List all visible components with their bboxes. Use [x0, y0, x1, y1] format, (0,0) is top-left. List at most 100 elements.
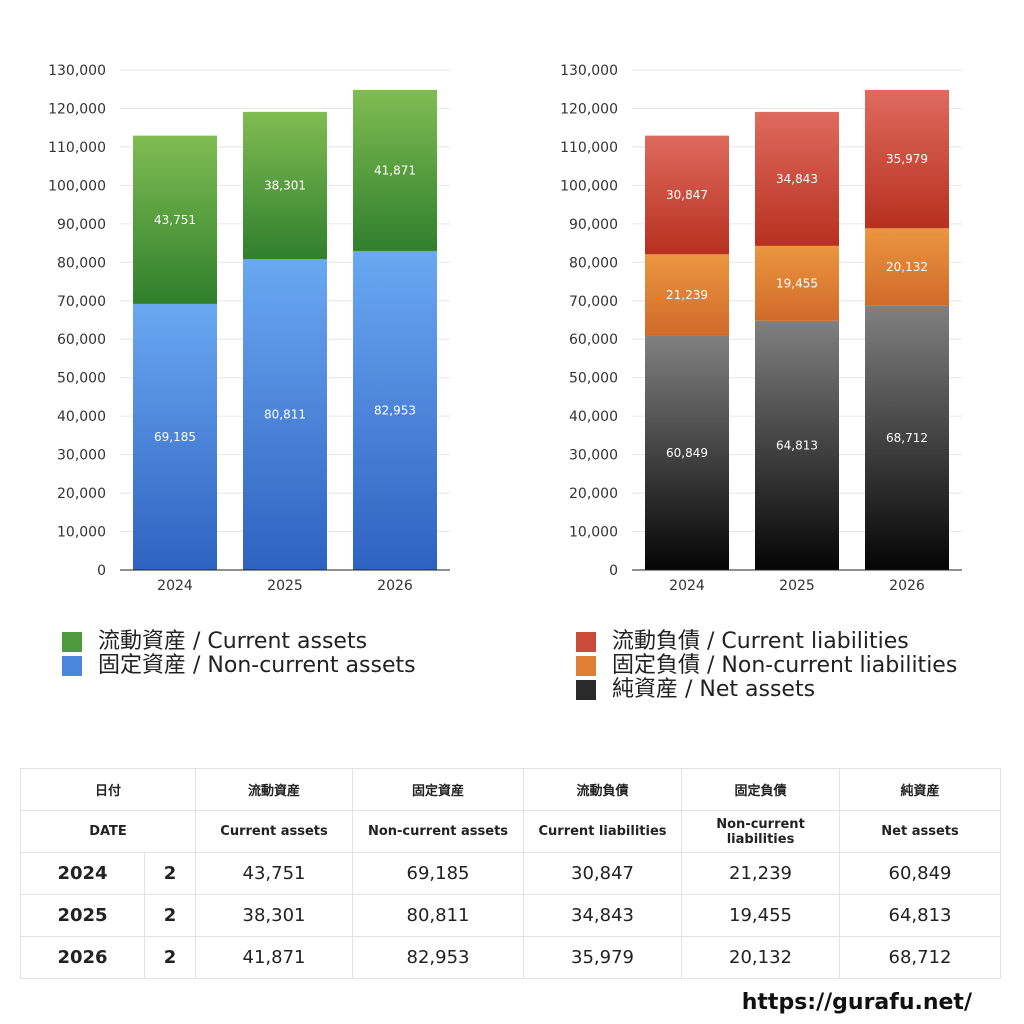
y-tick-label: 90,000 — [57, 217, 106, 233]
y-tick-label: 120,000 — [560, 101, 618, 117]
bar — [755, 111, 839, 246]
table-cell: 80,811 — [352, 894, 525, 937]
y-tick-label: 80,000 — [57, 255, 106, 271]
legend-label: 純資産 / Net assets — [612, 677, 816, 702]
legend-swatch — [576, 680, 596, 700]
bar — [133, 303, 217, 570]
table-header-cell: Net assets — [839, 810, 1002, 853]
bar — [755, 245, 839, 321]
x-tick-label: 2025 — [779, 578, 815, 594]
bar — [645, 135, 729, 255]
table-cell: 21,239 — [681, 852, 841, 895]
bar — [865, 89, 949, 229]
table-header-cell: 固定資産 — [352, 768, 525, 811]
bar — [755, 320, 839, 570]
y-tick-label: 110,000 — [560, 140, 618, 156]
y-tick-label: 120,000 — [48, 101, 106, 117]
table-cell: 64,813 — [839, 894, 1002, 937]
table-header-cell: 日付 — [19, 768, 197, 811]
legend-item-non-current-liabilities: 固定負債 / Non-current liabilities — [576, 654, 957, 678]
table-row: 2025 2 38,301 80,811 34,843 19,455 64,81… — [20, 894, 1002, 937]
data-table: 日付 流動資産 固定資産 流動負債 固定負債 純資産 DATE Current … — [19, 768, 1002, 979]
table-qty-cell: 2 — [143, 894, 197, 937]
y-tick-label: 50,000 — [569, 371, 618, 387]
table-cell: 20,132 — [681, 936, 841, 979]
legend-label: 流動負債 / Current liabilities — [612, 629, 909, 654]
bar — [645, 254, 729, 336]
table-cell: 43,751 — [195, 852, 354, 895]
legend-item-current-liabilities: 流動負債 / Current liabilities — [576, 630, 957, 654]
y-tick-label: 60,000 — [569, 332, 618, 348]
data-label: 43,751 — [154, 213, 196, 227]
table-cell: 60,849 — [839, 852, 1002, 895]
x-tick-label: 2026 — [889, 578, 925, 594]
table-cell: 69,185 — [352, 852, 525, 895]
y-tick-label: 70,000 — [569, 294, 618, 310]
y-tick-label: 40,000 — [569, 409, 618, 425]
y-tick-label: 110,000 — [48, 140, 106, 156]
y-tick-label: 70,000 — [57, 294, 106, 310]
data-label: 19,455 — [776, 276, 818, 290]
table-cell: 35,979 — [523, 936, 683, 979]
table-header-cell: Non-current assets — [352, 810, 525, 853]
data-label: 82,953 — [374, 403, 416, 417]
bar — [353, 250, 437, 570]
bar — [865, 305, 949, 570]
table-qty-cell: 2 — [143, 936, 197, 979]
table-year-cell: 2025 — [20, 894, 145, 937]
legend-item-non-current-assets: 固定資産 / Non-current assets — [62, 654, 416, 678]
data-label: 64,813 — [776, 438, 818, 452]
x-tick-label: 2026 — [377, 578, 413, 594]
y-tick-label: 100,000 — [560, 178, 618, 194]
legend-swatch — [576, 656, 596, 676]
y-tick-label: 90,000 — [569, 217, 618, 233]
liabilities-chart: 0 10,000 20,000 30,000 40,000 50,000 60,000 70,… — [560, 63, 962, 594]
legend-label: 固定負債 / Non-current liabilities — [612, 653, 958, 678]
legend-label: 固定資産 / Non-current assets — [98, 653, 416, 678]
data-label: 35,979 — [886, 152, 928, 166]
table-cell: 68,712 — [839, 936, 1002, 979]
table-qty-cell: 2 — [143, 852, 197, 895]
table-cell: 30,847 — [523, 852, 683, 895]
table-header-row-jp: 日付 流動資産 固定資産 流動負債 固定負債 純資産 — [19, 768, 1002, 811]
data-label: 20,132 — [886, 260, 928, 274]
table-header-cell: 純資産 — [839, 768, 1002, 811]
data-label: 68,712 — [886, 431, 928, 445]
assets-chart: 0 10,000 20,000 30,000 40,000 50,000 60,000 70,… — [48, 63, 450, 594]
x-tick-label: 2025 — [267, 578, 303, 594]
data-label: 38,301 — [264, 179, 306, 193]
table-header-cell: 流動資産 — [195, 768, 354, 811]
table-header-cell: 固定負債 — [681, 768, 841, 811]
y-tick-label: 0 — [97, 563, 106, 579]
data-label: 41,871 — [374, 163, 416, 177]
liabilities-legend: 流動負債 / Current liabilities 固定負債 / Non-cu… — [576, 630, 957, 702]
table-header-cell: 流動負債 — [523, 768, 683, 811]
bar — [353, 89, 437, 251]
legend-label: 流動資産 / Current assets — [98, 629, 368, 654]
bar — [133, 135, 217, 304]
y-tick-label: 30,000 — [57, 448, 106, 464]
bar — [243, 259, 327, 570]
table-cell: 38,301 — [195, 894, 354, 937]
data-label: 21,239 — [666, 288, 708, 302]
y-tick-label: 100,000 — [48, 178, 106, 194]
table-cell: 34,843 — [523, 894, 683, 937]
table-row: 2024 2 43,751 69,185 30,847 21,239 60,84… — [20, 852, 1002, 895]
site-url[interactable]: https://gurafu.net/ — [741, 990, 972, 1015]
x-tick-label: 2024 — [669, 578, 705, 594]
table-year-cell: 2024 — [20, 852, 145, 895]
table-row: 2026 2 41,871 82,953 35,979 20,132 68,71… — [20, 936, 1002, 979]
y-tick-label: 50,000 — [57, 371, 106, 387]
bar — [865, 228, 949, 306]
y-tick-label: 80,000 — [569, 255, 618, 271]
table-header-cell: Current liabilities — [523, 810, 683, 853]
table-year-cell: 2026 — [20, 936, 145, 979]
y-tick-label: 10,000 — [57, 525, 106, 541]
legend-swatch — [576, 632, 596, 652]
table-header-row-en: DATE Current assets Non-current assets C… — [19, 810, 1002, 853]
y-tick-label: 130,000 — [48, 63, 106, 79]
assets-legend: 流動資産 / Current assets 固定資産 / Non-current… — [62, 630, 416, 678]
data-label: 34,843 — [776, 172, 818, 186]
y-tick-label: 60,000 — [57, 332, 106, 348]
table-header-cell: DATE — [19, 810, 197, 853]
